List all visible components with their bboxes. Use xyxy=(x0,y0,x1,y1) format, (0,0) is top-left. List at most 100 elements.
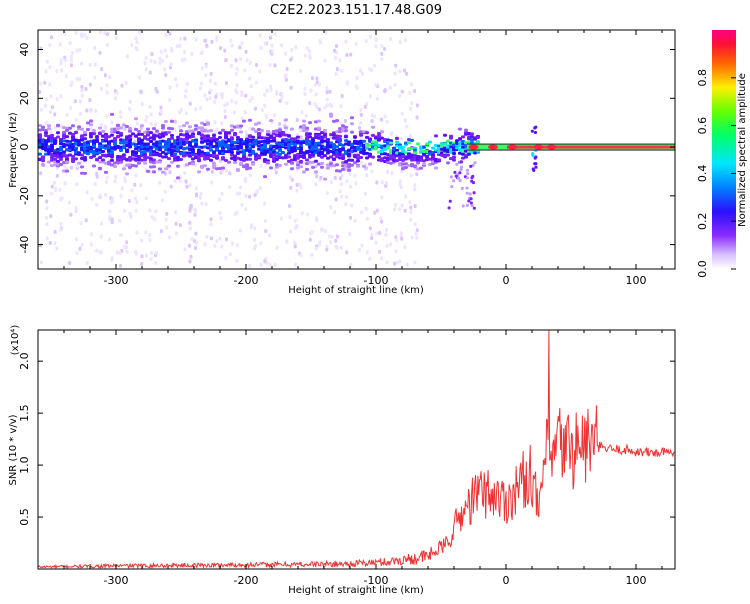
spectrogram-cell xyxy=(89,133,93,137)
spectrogram-cell xyxy=(48,65,52,70)
spectrogram-cell xyxy=(99,30,103,35)
spectrogram-cell xyxy=(80,84,84,89)
spectrogram-cell xyxy=(285,100,289,105)
spectrogram-cell xyxy=(78,47,82,52)
spectrogram-cell xyxy=(119,194,123,199)
spectrogram-cell xyxy=(69,63,73,68)
spectrogram-cell xyxy=(409,209,413,214)
spectrogram-cell xyxy=(288,203,292,208)
spectrogram-cell xyxy=(185,132,189,136)
spectrogram-cell xyxy=(194,107,198,112)
spectrogram-cell xyxy=(233,154,237,158)
spectrogram-cell xyxy=(428,140,432,144)
spectrogram-cell xyxy=(188,129,192,133)
spectrogram-cell xyxy=(234,88,238,93)
spectrogram-cell xyxy=(341,143,345,147)
spectrogram-cell xyxy=(314,182,318,187)
spectrogram-x-tick-label: -200 xyxy=(234,274,259,287)
spectrogram-cell xyxy=(173,119,177,124)
spectrogram-cell xyxy=(179,142,183,146)
spectrogram-cell xyxy=(425,154,429,158)
spectrogram-cell xyxy=(383,114,387,119)
spectrogram-cell xyxy=(98,144,102,148)
spectrogram-frame xyxy=(37,29,676,270)
spectrogram-cell xyxy=(466,172,470,176)
spectrogram-cell xyxy=(383,46,387,51)
spectrogram-cell xyxy=(465,191,469,195)
spectrogram-cell xyxy=(266,141,270,145)
spectrogram-cell xyxy=(364,206,368,211)
spectrogram-cell xyxy=(205,234,209,239)
spectrogram-cell xyxy=(68,41,72,46)
spectrogram-cell xyxy=(107,149,111,153)
spectrogram-cell xyxy=(38,124,42,128)
spectrogram-cell xyxy=(377,134,381,138)
spectrogram-cell xyxy=(137,141,141,145)
signal-blob xyxy=(488,144,498,150)
spectrogram-cell xyxy=(254,80,258,85)
spectrogram-cell xyxy=(249,84,253,89)
spectrogram-cell xyxy=(59,227,63,232)
spectrogram-cell xyxy=(302,153,306,157)
spectrogram-cell xyxy=(123,244,127,249)
spectrogram-cell xyxy=(374,37,378,42)
spectrogram-cell xyxy=(174,210,178,215)
spectrogram-cell xyxy=(323,135,327,139)
spectrogram-cell xyxy=(459,167,463,171)
spectrogram-cell xyxy=(188,208,192,213)
spectrogram-cell xyxy=(88,82,92,87)
spectrogram-cell xyxy=(315,105,319,110)
spectrogram-cell xyxy=(287,151,291,155)
spectrogram-cell xyxy=(409,173,413,178)
spectrogram-cell xyxy=(410,138,414,142)
spectrogram-cell xyxy=(347,164,351,168)
spectrogram-cell xyxy=(218,210,222,215)
spectrogram-cell xyxy=(308,160,312,164)
spectrogram-y-tick-label: 20 xyxy=(18,91,31,105)
spectrogram-cell xyxy=(326,156,330,160)
spectrogram-cell xyxy=(373,210,377,215)
spectrogram-cell xyxy=(189,254,193,259)
spectrogram-cell xyxy=(374,44,378,49)
spectrogram-cell xyxy=(302,170,306,174)
spectrogram-cell xyxy=(50,105,54,110)
spectrogram-cell xyxy=(130,43,134,48)
spectrogram-cell xyxy=(80,127,84,131)
spectrogram-cell xyxy=(221,156,225,160)
spectrogram-cell xyxy=(284,73,288,78)
spectrogram-cell xyxy=(325,86,329,91)
spectrogram-cell xyxy=(95,135,99,139)
snr-y-tick-label: 1.5 xyxy=(18,404,31,422)
spectrogram-cell xyxy=(93,181,97,186)
spectrogram-cell xyxy=(213,244,217,249)
spectrogram-cell xyxy=(251,149,255,153)
spectrogram-cell xyxy=(128,138,132,142)
spectrogram-cell xyxy=(248,134,252,138)
spectrogram-cell xyxy=(464,128,468,132)
spectrogram-cell xyxy=(399,185,403,190)
spectrogram-cell xyxy=(260,136,264,140)
spectrogram-cell xyxy=(254,62,258,67)
spectrogram-cell xyxy=(234,58,238,63)
spectrogram-cell xyxy=(393,82,397,87)
spectrogram-cell xyxy=(400,236,404,241)
spectrogram-cell xyxy=(164,132,168,136)
spectrogram-cell xyxy=(287,144,291,148)
spectrogram-cell xyxy=(143,130,147,134)
spectrogram-cell xyxy=(45,222,49,227)
spectrogram-cell xyxy=(239,139,243,143)
spectrogram-cell xyxy=(44,103,48,108)
spectrogram-cell xyxy=(137,158,141,162)
spectrogram-cell xyxy=(137,137,141,141)
spectrogram-cell xyxy=(179,36,183,41)
spectrogram-cell xyxy=(188,143,192,147)
spectrogram-cell xyxy=(148,237,152,242)
spectrogram-cell xyxy=(250,96,254,101)
spectrogram-cell xyxy=(308,149,312,153)
spectrogram-cell xyxy=(314,246,318,251)
spectrogram-cell xyxy=(453,170,457,174)
spectrogram-cell xyxy=(304,113,308,118)
spectrogram-cell xyxy=(135,121,139,126)
spectrogram-cell xyxy=(318,239,322,244)
spectrogram-cell xyxy=(259,164,263,169)
